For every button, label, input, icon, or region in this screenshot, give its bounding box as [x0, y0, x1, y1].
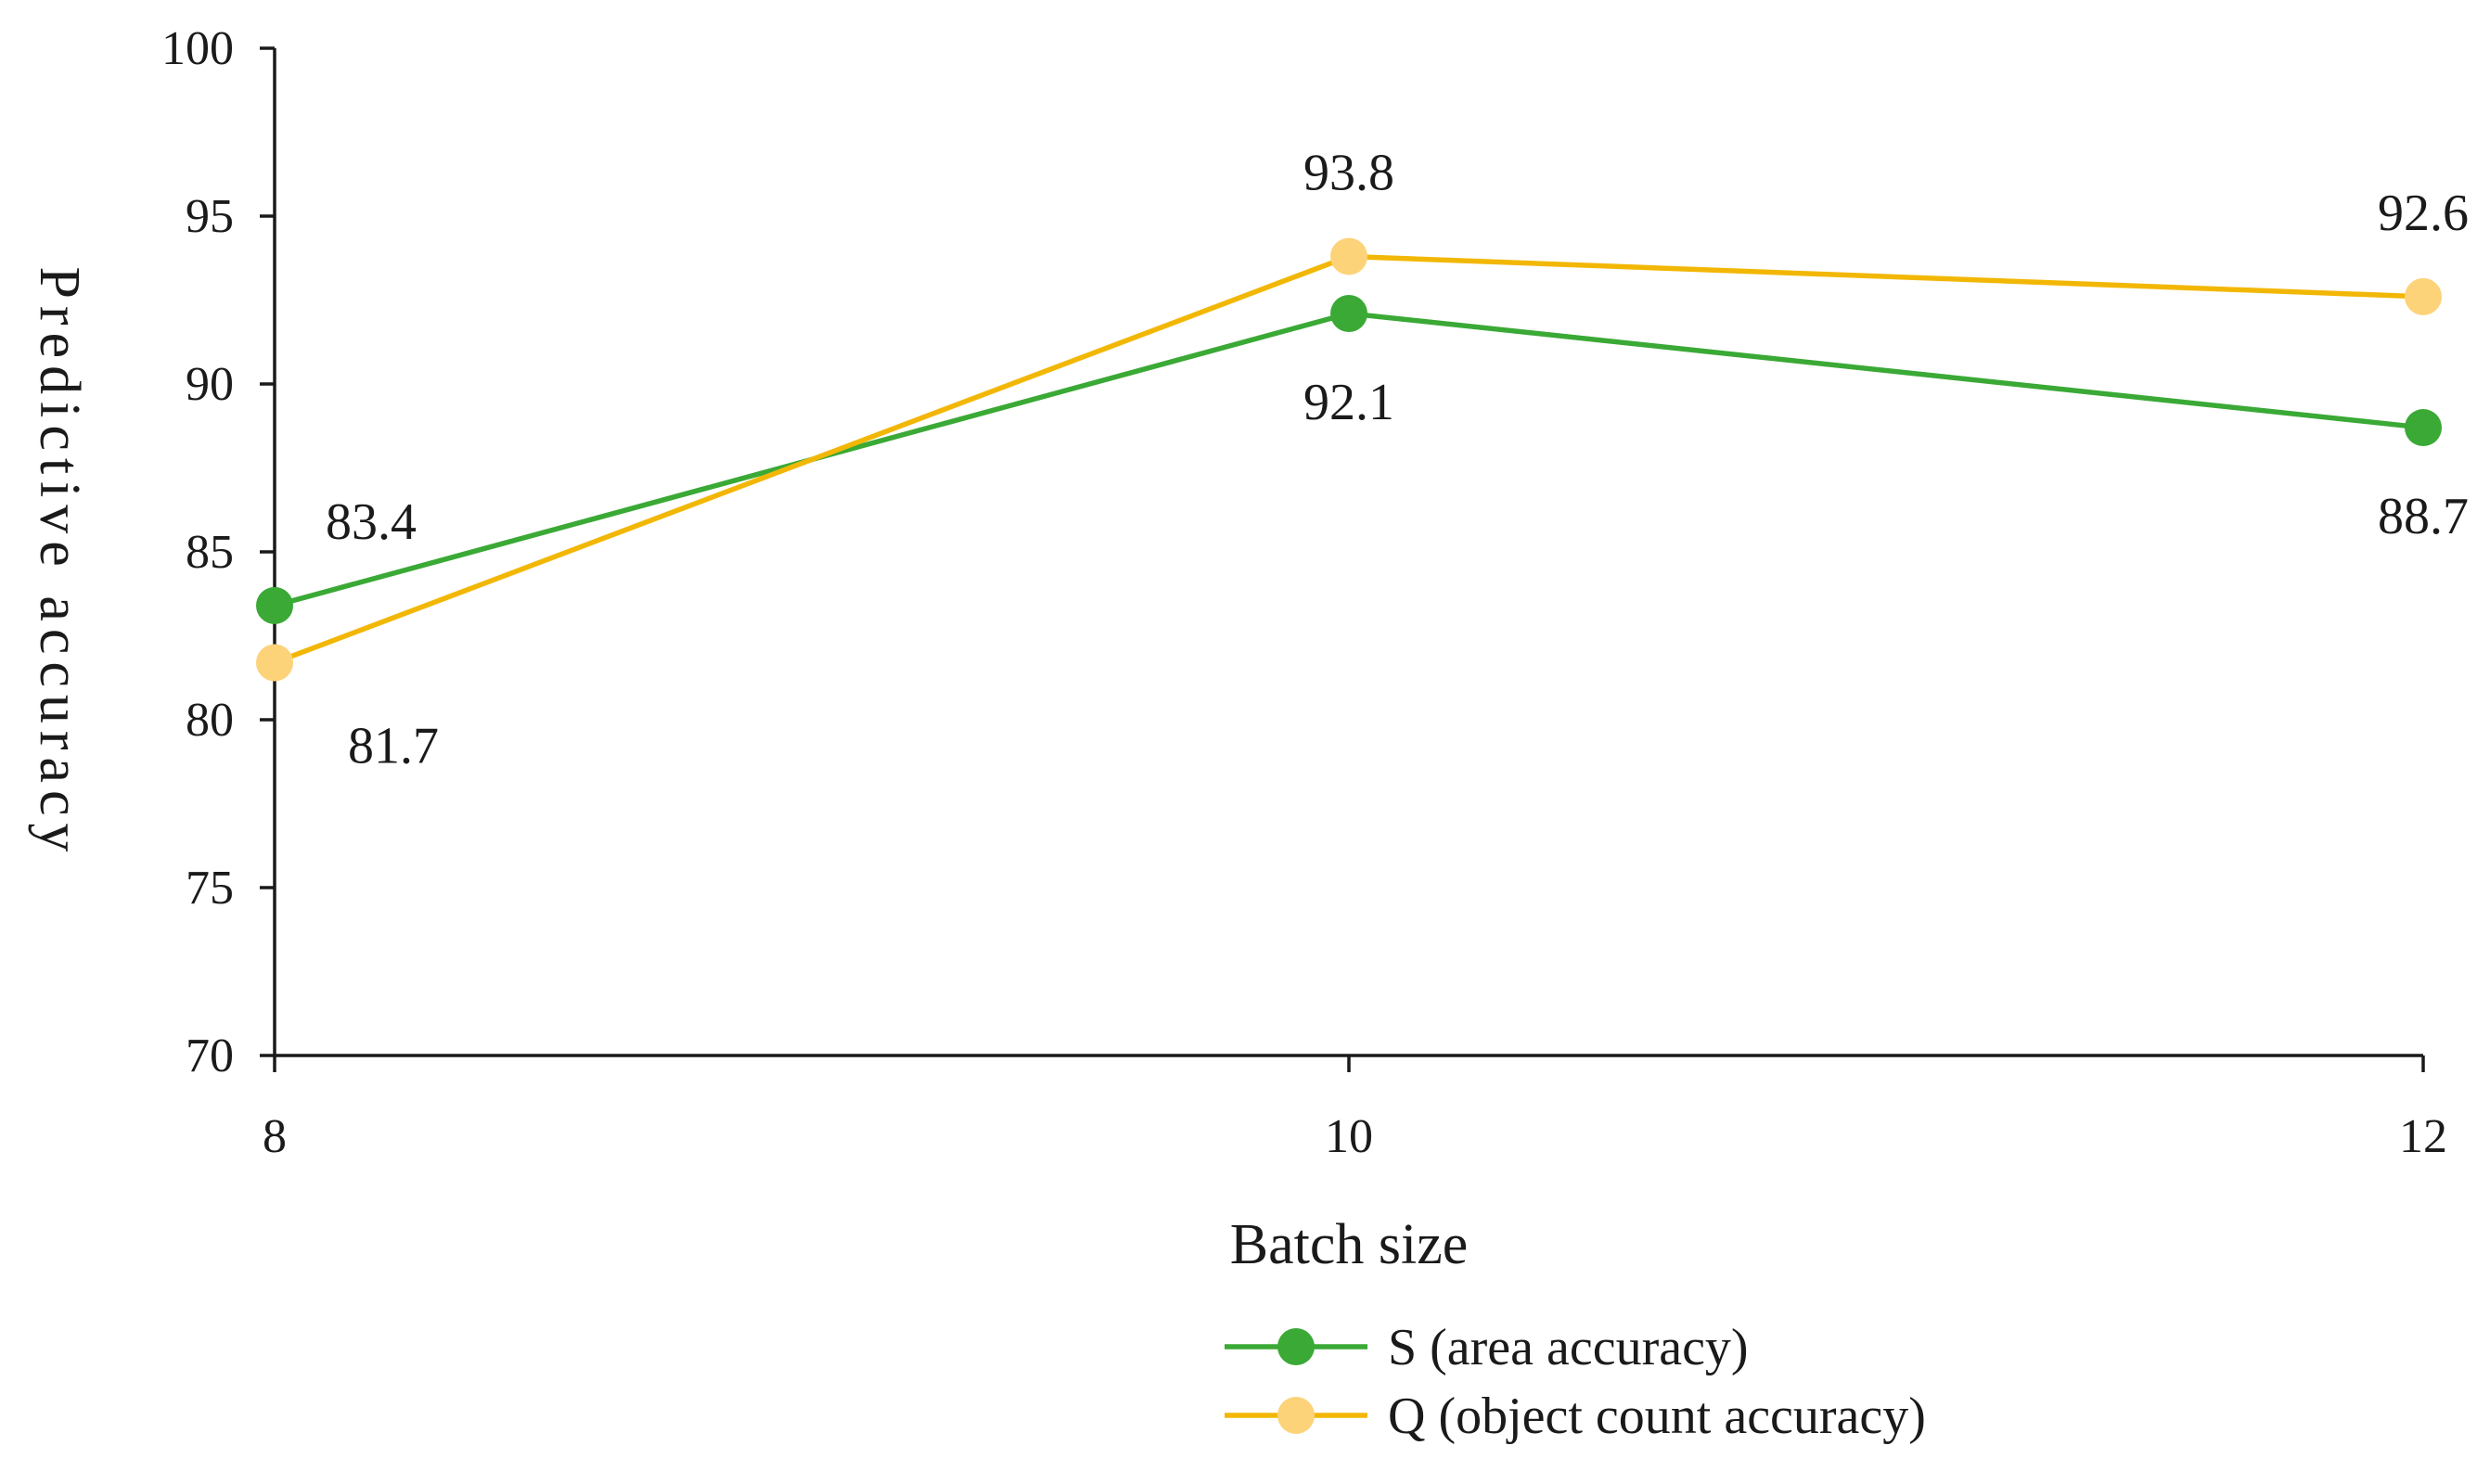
- data-label: 93.8: [1303, 144, 1394, 201]
- data-point: [256, 644, 293, 682]
- series-line: [274, 311, 2424, 608]
- data-label: 81.7: [348, 717, 439, 774]
- chart-axes: 70 75 80 85 90 95 100 8 10 12 Batch size Predictive…: [28, 22, 2447, 1276]
- y-tick-label: 75: [186, 862, 234, 915]
- chart-data-labels: 83.4 92.1 88.7 81.7 93.8 92.6: [326, 144, 2469, 774]
- x-axis-title: Batch size: [1230, 1213, 1469, 1276]
- data-point: [2405, 409, 2442, 447]
- chart-series: [256, 237, 2442, 682]
- data-label: 83.4: [326, 493, 417, 551]
- y-tick-label: 70: [186, 1030, 234, 1082]
- x-tick-label: 8: [263, 1110, 287, 1163]
- legend-marker: [1277, 1397, 1315, 1434]
- y-tick-label: 90: [186, 358, 234, 411]
- legend-label: Q (object count accuracy): [1388, 1388, 1926, 1445]
- data-point: [2405, 277, 2442, 315]
- data-label: 92.1: [1303, 374, 1394, 431]
- y-tick-label: 95: [186, 190, 234, 243]
- y-tick-label: 85: [186, 526, 234, 579]
- data-point: [256, 586, 293, 624]
- data-point: [1330, 237, 1367, 275]
- y-axis-title: Predictive accuracy: [28, 266, 91, 859]
- legend-marker: [1277, 1328, 1315, 1365]
- x-tick-label: 12: [2399, 1110, 2447, 1163]
- legend-label: S (area accuracy): [1388, 1319, 1749, 1376]
- y-tick-label: 80: [186, 694, 234, 747]
- data-label: 88.7: [2378, 488, 2469, 545]
- chart-legend: S (area accuracy) Q (object count accurac…: [1225, 1319, 1926, 1445]
- x-tick-label: 10: [1325, 1110, 1373, 1163]
- y-tick-label: 100: [161, 22, 234, 75]
- data-label: 92.6: [2378, 185, 2469, 242]
- data-point: [1330, 294, 1367, 332]
